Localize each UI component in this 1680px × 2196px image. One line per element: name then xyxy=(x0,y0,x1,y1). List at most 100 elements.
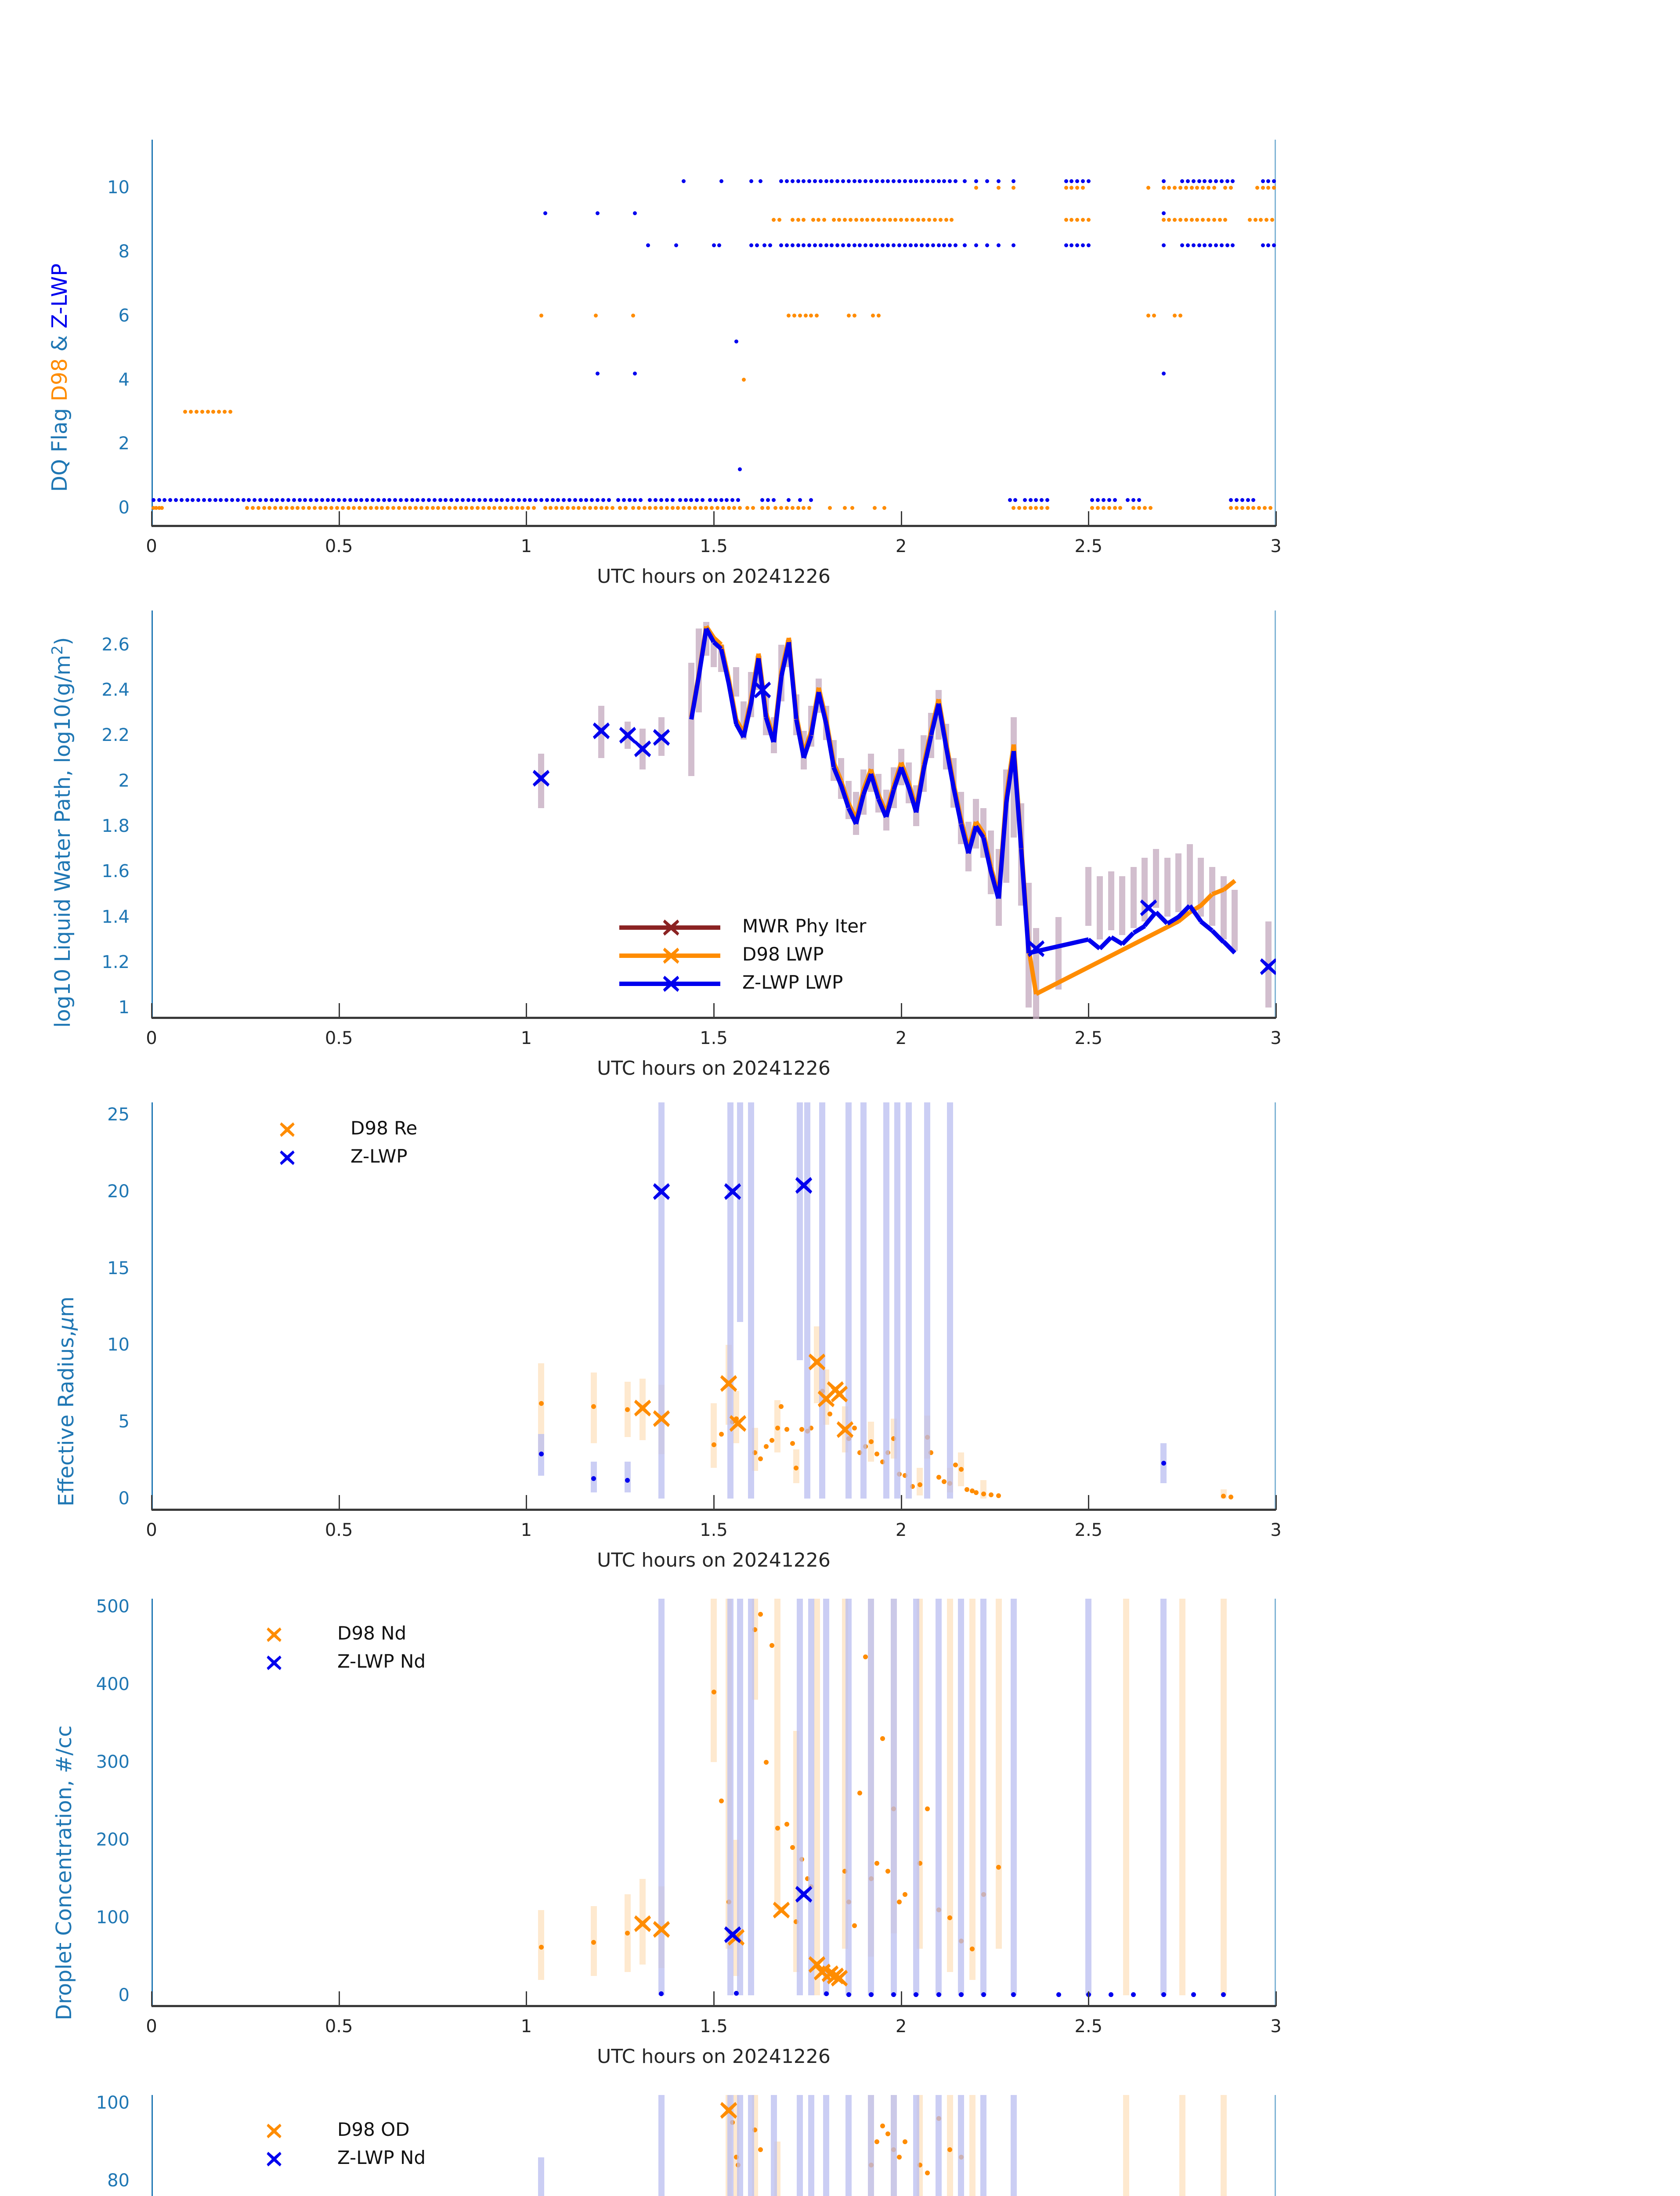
x-tick-label: 0.5 xyxy=(325,1028,353,1048)
data-point xyxy=(827,1412,833,1417)
data-point xyxy=(869,243,873,248)
data-point xyxy=(997,185,1001,190)
x-tick-label: 0.5 xyxy=(325,2016,353,2037)
data-point xyxy=(1262,506,1267,510)
uncertainty-band xyxy=(737,2095,743,2196)
data-point xyxy=(1011,1992,1016,1997)
data-point xyxy=(256,506,260,510)
data-point xyxy=(380,506,384,510)
data-point xyxy=(531,506,536,510)
data-point xyxy=(689,498,694,502)
data-point xyxy=(953,243,957,248)
data-point xyxy=(693,506,697,510)
data-point xyxy=(775,1425,780,1430)
data-point xyxy=(882,506,886,510)
data-point xyxy=(1012,243,1016,248)
data-point xyxy=(545,498,549,502)
data-point xyxy=(779,243,784,248)
data-point xyxy=(1206,217,1210,222)
legend-label: Z-LWP xyxy=(350,1145,408,1167)
x-tick-label: 0.5 xyxy=(325,1520,353,1540)
uncertainty-band xyxy=(947,1102,953,1499)
data-point xyxy=(857,1450,863,1455)
x-tick-label: 1.5 xyxy=(700,2016,728,2037)
x-tick xyxy=(151,511,152,526)
data-point xyxy=(1126,498,1130,502)
data-point xyxy=(852,243,856,248)
x-tick-label: 0 xyxy=(146,2016,157,2037)
data-point xyxy=(494,498,499,502)
data-point xyxy=(627,498,632,502)
uncertainty-band xyxy=(1010,1599,1017,1996)
data-marker-x xyxy=(723,1925,743,1945)
data-point xyxy=(1191,243,1196,248)
data-point xyxy=(449,498,454,502)
uncertainty-band xyxy=(1085,1599,1092,1996)
data-point xyxy=(871,314,875,318)
data-point xyxy=(154,506,158,510)
data-point xyxy=(303,498,307,502)
data-point xyxy=(974,185,978,190)
data-point xyxy=(1056,1992,1061,1997)
data-point xyxy=(1096,506,1100,510)
x-tick-label: 2.5 xyxy=(1074,1028,1103,1048)
data-point xyxy=(1064,185,1068,190)
data-point xyxy=(633,498,637,502)
data-point xyxy=(410,498,414,502)
data-point xyxy=(550,498,555,502)
data-point xyxy=(296,506,300,510)
data-point xyxy=(953,1462,958,1467)
data-point xyxy=(565,506,570,510)
uncertainty-band xyxy=(1119,876,1126,935)
data-point xyxy=(683,498,688,502)
data-point xyxy=(1246,498,1250,502)
data-point xyxy=(621,498,626,502)
data-marker-x xyxy=(829,1968,849,1988)
data-point xyxy=(1173,217,1177,222)
data-point xyxy=(421,498,426,502)
x-tick xyxy=(1275,1991,1277,2006)
data-point xyxy=(642,506,647,510)
plot-area-dq-flag xyxy=(152,140,1276,527)
data-point xyxy=(871,217,875,222)
data-point xyxy=(1131,506,1136,510)
y-tick-label: 2.4 xyxy=(101,679,130,700)
data-point xyxy=(964,1487,969,1492)
data-point xyxy=(1161,185,1166,190)
x-tick-label: 0.5 xyxy=(325,536,353,556)
data-point xyxy=(1251,498,1256,502)
y-axis-spine xyxy=(152,140,153,527)
data-point xyxy=(1223,185,1228,190)
y-axis-label-effective-radius: Effective Radius,μm xyxy=(54,1296,79,1506)
data-point xyxy=(802,243,806,248)
data-marker-x xyxy=(829,1384,849,1404)
data-point xyxy=(1270,217,1274,222)
data-point xyxy=(784,1822,789,1827)
data-point xyxy=(402,506,407,510)
data-point xyxy=(517,498,521,502)
uncertainty-band xyxy=(1220,1599,1227,1996)
data-point xyxy=(1178,185,1182,190)
legend-marker-x xyxy=(661,918,681,937)
data-point xyxy=(1212,185,1216,190)
data-point xyxy=(1185,243,1190,248)
data-point xyxy=(1152,314,1156,318)
data-point xyxy=(648,498,652,502)
x-tick xyxy=(526,1991,527,2006)
data-point xyxy=(842,1868,848,1874)
y-tick-label: 2.6 xyxy=(101,634,130,655)
data-point xyxy=(970,1488,975,1494)
data-point xyxy=(852,1425,857,1430)
data-point xyxy=(312,506,317,510)
x-tick xyxy=(1088,1003,1090,1018)
data-point xyxy=(286,498,290,502)
data-point xyxy=(734,339,738,343)
uncertainty-band xyxy=(947,1599,953,1972)
data-point xyxy=(925,1806,930,1811)
data-point xyxy=(963,179,967,184)
data-point xyxy=(1231,243,1235,248)
data-point xyxy=(779,179,784,184)
uncertainty-band xyxy=(969,2095,975,2196)
data-point xyxy=(665,498,669,502)
data-point xyxy=(1178,217,1182,222)
